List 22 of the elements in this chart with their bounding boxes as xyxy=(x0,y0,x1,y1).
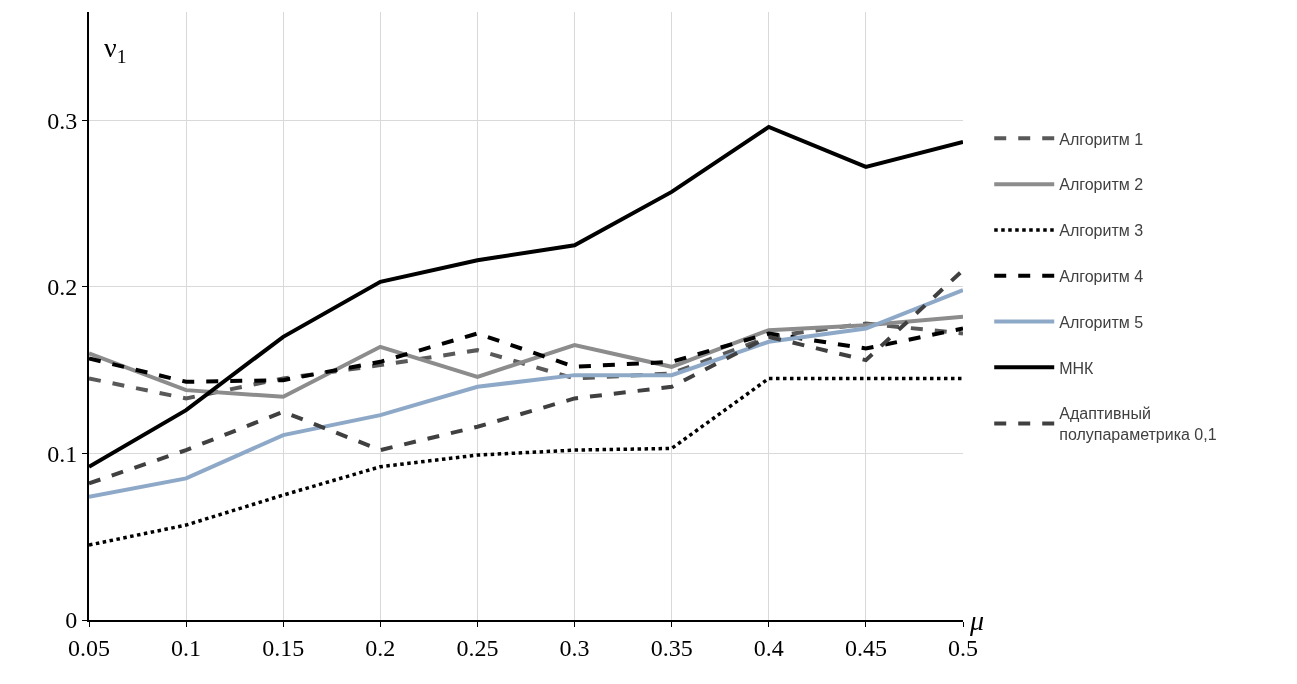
x-tick-label: 0.4 xyxy=(753,634,784,661)
x-tick-label: 0.1 xyxy=(171,634,202,661)
legend-label: Алгоритм 3 xyxy=(1059,222,1144,240)
legend-label: Алгоритм 5 xyxy=(1059,313,1144,331)
legend-label: МНК xyxy=(1059,359,1095,377)
legend-label: Алгоритм 2 xyxy=(1059,176,1144,194)
x-tick-label: 0.2 xyxy=(365,634,396,661)
x-tick-label: 0.15 xyxy=(262,634,305,661)
y-tick-label: 0.3 xyxy=(47,107,78,134)
x-tick-label: 0.3 xyxy=(559,634,590,661)
legend-label: Алгоритм 4 xyxy=(1059,267,1144,285)
legend-label: Алгоритм 1 xyxy=(1059,130,1144,148)
y-axis-title: ν$_{1}$ xyxy=(104,32,127,67)
x-axis-title: μ xyxy=(969,605,985,636)
y-tick-label: 0.2 xyxy=(47,274,78,301)
x-tick-label: 0.05 xyxy=(68,634,110,661)
x-tick-label: 0.25 xyxy=(456,634,499,661)
x-tick-label: 0.45 xyxy=(844,634,887,661)
legend-label: Адаптивный полупараметрика 0,1 xyxy=(1059,405,1217,444)
x-tick-label: 0.35 xyxy=(650,634,693,661)
y-tick-label: 0 xyxy=(65,607,78,634)
y-tick-label: 0.1 xyxy=(47,440,78,467)
